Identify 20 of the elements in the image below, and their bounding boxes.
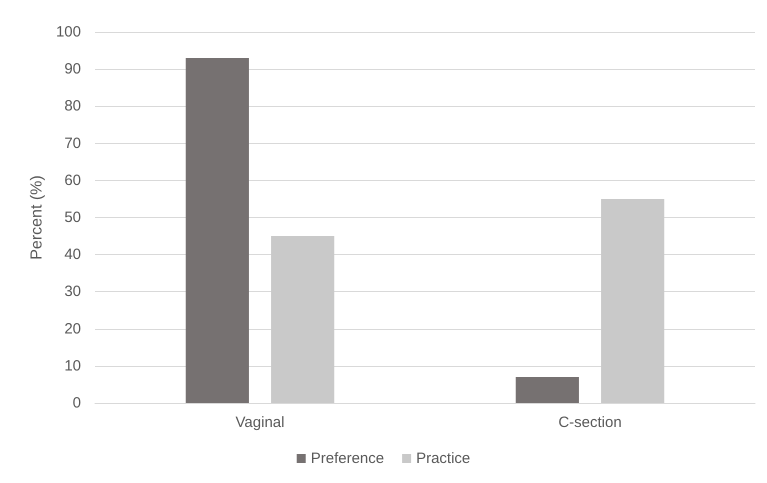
x-tick-label: Vaginal <box>236 414 284 431</box>
y-tick-label: 70 <box>64 134 81 152</box>
y-tick-label: 0 <box>72 394 81 412</box>
bar <box>186 58 249 403</box>
x-tick-label: C-section <box>558 414 622 431</box>
y-tick-label: 40 <box>64 246 81 264</box>
bar <box>516 377 579 403</box>
y-axis-title: Percent (%) <box>28 175 46 260</box>
y-tick-label: 20 <box>64 320 81 338</box>
y-tick-label: 80 <box>64 98 81 115</box>
bar <box>271 236 334 403</box>
y-tick-label: 10 <box>64 357 81 374</box>
y-tick-label: 50 <box>64 209 81 226</box>
y-tick-label: 30 <box>64 283 81 300</box>
y-tick-label: 60 <box>64 172 81 189</box>
legend-label: Practice <box>416 450 470 467</box>
bar <box>601 198 664 403</box>
y-tick-label: 100 <box>56 24 81 40</box>
legend-label: Preference <box>310 450 384 467</box>
y-tick-label: 90 <box>64 60 81 78</box>
